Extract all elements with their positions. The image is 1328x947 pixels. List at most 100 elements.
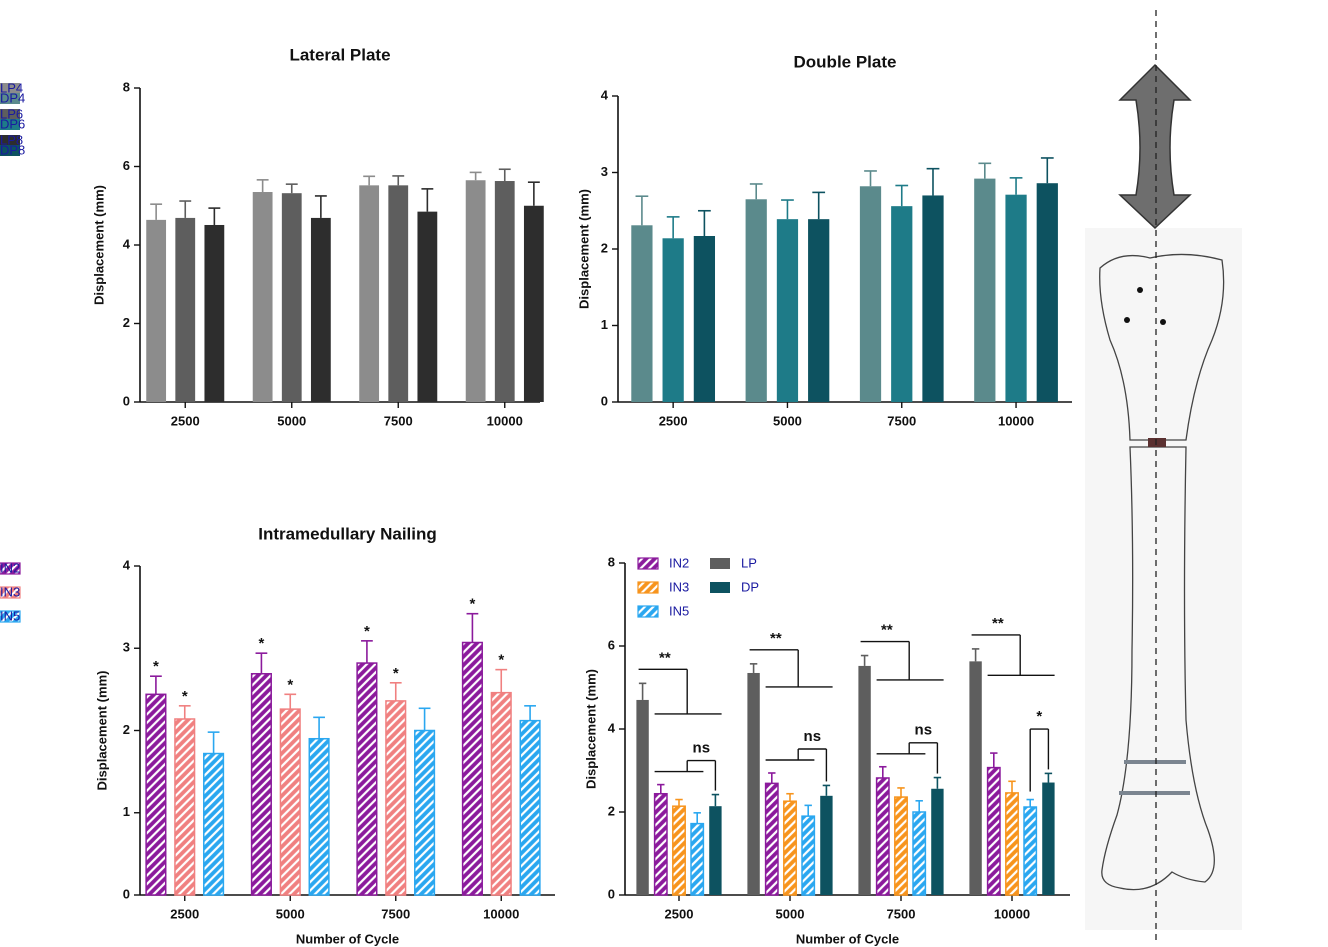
- bar: [175, 719, 195, 895]
- error-bar: [390, 683, 402, 701]
- x-tick-label: 7500: [384, 413, 413, 428]
- error-bar: [179, 706, 191, 719]
- bar: [386, 701, 406, 895]
- error-bar: [812, 192, 825, 219]
- legend-label: IN5: [669, 603, 689, 618]
- error-bar: [675, 800, 682, 807]
- error-bar: [208, 732, 220, 753]
- screw-hole: [1137, 287, 1143, 293]
- y-tick-label: 4: [601, 87, 609, 102]
- bar: [311, 218, 331, 402]
- error-bar: [208, 208, 220, 225]
- error-bar: [750, 184, 763, 199]
- error-bar: [786, 794, 793, 801]
- legend-label: DP: [741, 579, 759, 594]
- error-bar: [528, 182, 540, 206]
- significance-label: *: [182, 688, 188, 705]
- y-axis-label: Displacement (mm): [576, 189, 591, 309]
- bar: [931, 789, 943, 895]
- bar: [802, 816, 814, 895]
- error-bar: [934, 778, 941, 789]
- legend-label: DP6: [0, 116, 25, 131]
- error-bar: [1008, 781, 1015, 793]
- y-tick-label: 4: [123, 557, 131, 572]
- error-bar: [286, 184, 298, 193]
- x-axis-label: Number of Cycle: [296, 931, 399, 946]
- bracket-label: ns: [804, 728, 822, 745]
- error-bar: [768, 773, 775, 783]
- error-bar: [495, 670, 507, 693]
- error-bar: [1026, 800, 1033, 807]
- x-tick-label: 2500: [171, 413, 200, 428]
- x-axis-label: Number of Cycle: [796, 931, 899, 946]
- error-bar: [257, 180, 269, 192]
- bar: [417, 212, 437, 402]
- error-bar: [524, 706, 536, 721]
- error-bar: [419, 708, 431, 730]
- bar: [891, 206, 912, 402]
- bar: [663, 238, 684, 402]
- bar: [1006, 793, 1018, 895]
- significance-label: *: [498, 652, 504, 669]
- error-bar: [712, 795, 719, 807]
- bar: [808, 219, 829, 402]
- y-tick-label: 1: [123, 804, 130, 819]
- bar: [1024, 807, 1036, 895]
- error-bar: [693, 813, 700, 824]
- y-tick-label: 0: [601, 393, 608, 408]
- bar: [415, 731, 435, 896]
- bar: [636, 700, 648, 895]
- legend-label: IN3: [0, 584, 20, 599]
- legend-label: DP8: [0, 142, 25, 157]
- x-tick-label: 5000: [773, 413, 802, 428]
- error-bar: [978, 163, 991, 178]
- bracket-label: **: [992, 615, 1004, 632]
- error-bar: [895, 186, 908, 207]
- y-tick-label: 3: [601, 164, 608, 179]
- bar: [253, 192, 273, 402]
- bar: [766, 783, 778, 895]
- chart-title: Intramedullary Nailing: [258, 524, 437, 543]
- y-tick-label: 0: [123, 393, 130, 408]
- y-tick-label: 6: [608, 637, 615, 652]
- x-tick-label: 10000: [487, 413, 523, 428]
- x-tick-label: 10000: [483, 906, 519, 921]
- y-axis-label: Displacement (mm): [583, 669, 598, 789]
- x-tick-label: 7500: [887, 906, 916, 921]
- error-bar: [470, 172, 482, 180]
- bar: [146, 220, 166, 402]
- error-bar: [499, 169, 511, 181]
- legend-label: LP: [741, 555, 757, 570]
- screw-hole: [1160, 319, 1166, 325]
- bar: [463, 642, 483, 895]
- bar: [204, 225, 224, 402]
- chart-title: Double Plate: [794, 52, 897, 71]
- bar: [746, 199, 767, 402]
- bar: [495, 181, 515, 402]
- bar: [860, 186, 881, 402]
- bar: [691, 824, 703, 895]
- y-tick-label: 3: [123, 640, 130, 655]
- legend-swatch: [710, 558, 730, 569]
- bar: [1042, 783, 1054, 895]
- bar: [922, 195, 943, 402]
- x-tick-label: 7500: [887, 413, 916, 428]
- bar: [709, 806, 721, 895]
- screw-hole: [1124, 317, 1130, 323]
- bar: [988, 768, 1000, 895]
- load-arrow: [1120, 65, 1190, 228]
- bar: [309, 739, 329, 895]
- error-bar: [639, 683, 646, 700]
- error-bar: [421, 189, 433, 212]
- figure: Lateral PlateDisplacement (mm)0246825005…: [0, 0, 1328, 947]
- error-bar: [150, 676, 162, 694]
- bar: [520, 721, 540, 895]
- significance-label: *: [258, 635, 264, 652]
- bar: [357, 663, 377, 895]
- chart-title: Lateral Plate: [289, 45, 390, 64]
- bar: [673, 806, 685, 895]
- bar: [204, 754, 224, 895]
- bar: [175, 218, 195, 402]
- bar: [388, 185, 408, 402]
- bracket-label: *: [1036, 708, 1042, 725]
